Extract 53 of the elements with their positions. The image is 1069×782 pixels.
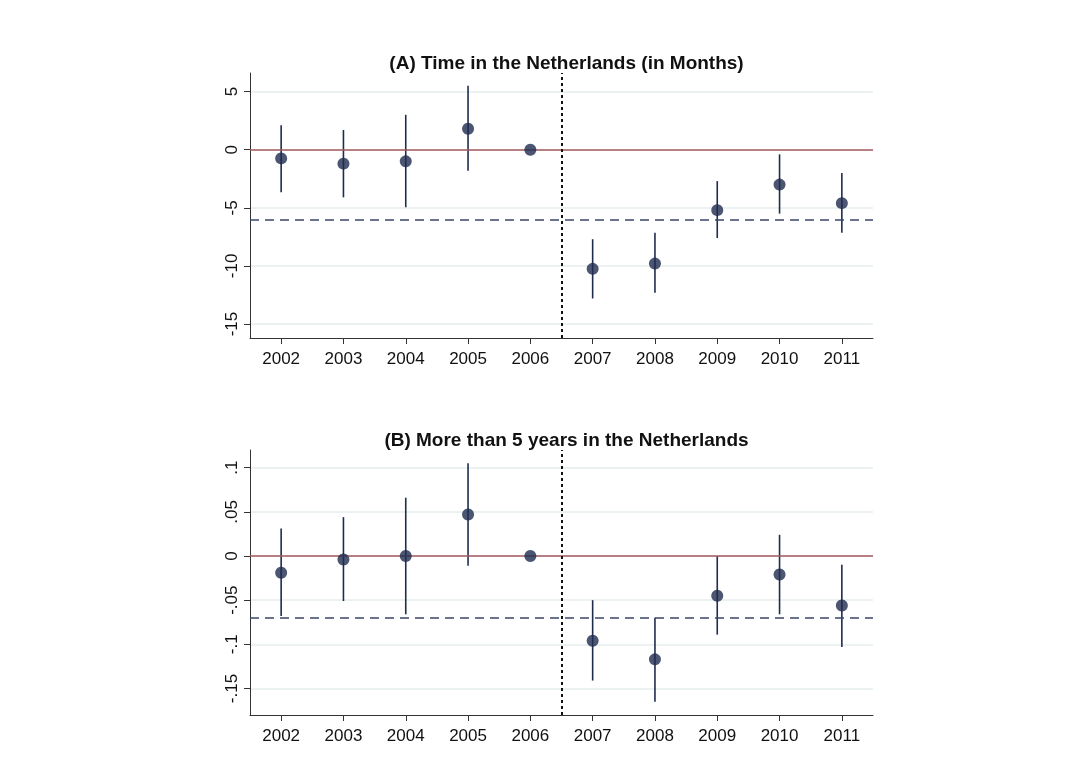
point — [462, 508, 475, 521]
point — [711, 204, 724, 217]
point — [648, 653, 661, 666]
x-tick-label: 2003 — [324, 726, 363, 745]
point — [275, 566, 288, 579]
y-tick-label: -.05 — [222, 585, 241, 615]
point — [835, 197, 848, 210]
point — [586, 262, 599, 275]
point — [524, 550, 537, 562]
x-tick-label: 2007 — [573, 349, 612, 368]
point — [711, 589, 724, 602]
y-tick-label: -.15 — [222, 673, 241, 704]
x-tick-label: 2008 — [636, 349, 674, 368]
point — [337, 157, 350, 170]
x-tick-label: 2010 — [760, 349, 799, 368]
y-tick-label: 0 — [222, 144, 241, 155]
y-tick-label: 5 — [222, 86, 241, 97]
x-tick-label: 2009 — [698, 349, 737, 368]
x-tick-label: 2011 — [823, 349, 861, 368]
y-tick-label: -.1 — [222, 634, 241, 655]
point — [399, 155, 412, 168]
x-tick-label: 2002 — [262, 349, 301, 368]
x-tick-label: 2004 — [386, 726, 425, 745]
point — [462, 122, 475, 135]
x-tick-label: 2006 — [511, 349, 550, 368]
point — [773, 178, 786, 191]
y-tick-label: -15 — [222, 311, 241, 337]
point — [835, 599, 848, 612]
x-tick-label: 2007 — [573, 726, 612, 745]
y-tick-label: .05 — [222, 500, 241, 524]
x-tick-label: 2002 — [262, 726, 301, 745]
y-tick-label: -10 — [222, 253, 241, 279]
point — [337, 553, 350, 566]
x-tick-label: 2011 — [823, 726, 861, 745]
x-tick-label: 2003 — [324, 349, 363, 368]
chart-title: (B) More than 5 years in the Netherlands — [384, 429, 749, 450]
x-tick-label: 2008 — [636, 726, 674, 745]
point — [773, 568, 786, 581]
y-tick-label: .1 — [222, 460, 241, 475]
y-tick-label: 0 — [222, 551, 241, 561]
point — [524, 143, 537, 156]
x-tick-label: 2005 — [449, 349, 487, 368]
x-tick-label: 2005 — [449, 726, 487, 745]
x-tick-label: 2004 — [386, 349, 425, 368]
chart-title: (A) Time in the Netherlands (in Months) — [389, 52, 744, 73]
point — [648, 257, 661, 270]
point — [275, 152, 288, 165]
y-tick-label: -5 — [222, 200, 241, 216]
point — [399, 550, 412, 562]
x-tick-label: 2006 — [511, 726, 550, 745]
x-tick-label: 2009 — [698, 726, 737, 745]
x-tick-label: 2010 — [760, 726, 799, 745]
point — [586, 634, 599, 647]
